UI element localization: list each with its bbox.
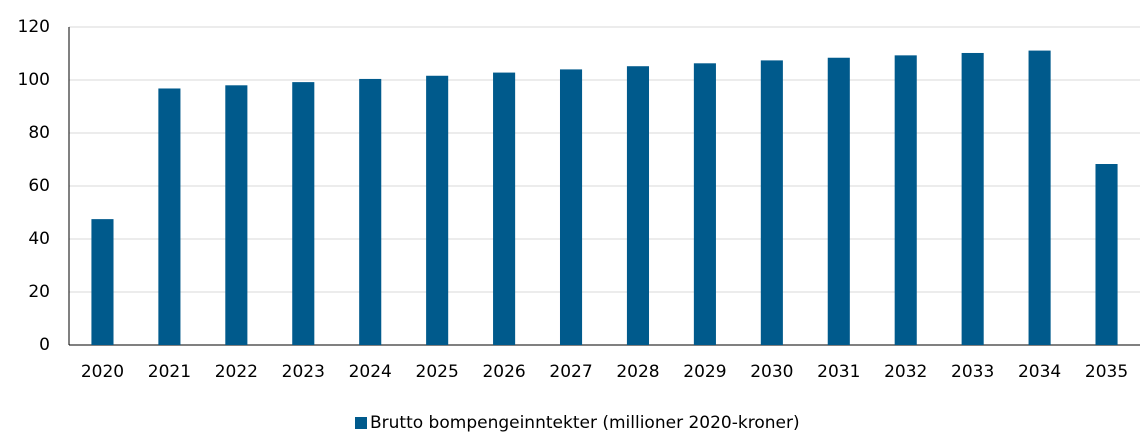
x-tick-label: 2020 — [81, 362, 124, 382]
x-tick-label: 2022 — [215, 362, 258, 382]
bar — [292, 82, 315, 346]
x-tick-label: 2030 — [750, 362, 793, 382]
y-tick-label: 40 — [28, 229, 50, 249]
x-tick-label: 2024 — [349, 362, 392, 382]
bar — [1028, 50, 1051, 346]
x-tick-label: 2021 — [148, 362, 191, 382]
y-tick-label: 80 — [28, 123, 50, 143]
x-tick-label: 2035 — [1085, 362, 1128, 382]
bar — [158, 88, 181, 345]
x-tick-label: 2034 — [1018, 362, 1061, 382]
x-tick-label: 2029 — [683, 362, 726, 382]
bar — [693, 63, 716, 346]
y-tick-label: 20 — [28, 282, 50, 302]
x-tick-label: 2031 — [817, 362, 860, 382]
bar — [493, 72, 516, 345]
y-tick-label: 120 — [18, 17, 50, 37]
legend-swatch — [355, 417, 367, 429]
bar — [225, 85, 248, 346]
bar — [827, 57, 850, 346]
x-tick-label: 2023 — [282, 362, 325, 382]
y-tick-label: 100 — [18, 70, 50, 90]
y-tick-label: 0 — [39, 335, 50, 355]
bar — [359, 78, 382, 345]
bar — [894, 55, 917, 345]
bar — [760, 60, 783, 345]
bar — [426, 75, 449, 345]
bar — [91, 219, 114, 345]
bar — [559, 69, 583, 346]
x-tick-label: 2028 — [616, 362, 659, 382]
x-tick-label: 2032 — [884, 362, 927, 382]
bar — [1095, 164, 1118, 345]
bar — [961, 52, 984, 345]
legend-label: Brutto bompengeinntekter (millioner 2020… — [370, 413, 800, 432]
bar — [626, 66, 650, 345]
x-tick-label: 2027 — [549, 362, 592, 382]
x-tick-label: 2025 — [416, 362, 459, 382]
y-tick-label: 60 — [28, 176, 50, 196]
x-tick-label: 2033 — [951, 362, 994, 382]
x-tick-label: 2026 — [482, 362, 525, 382]
